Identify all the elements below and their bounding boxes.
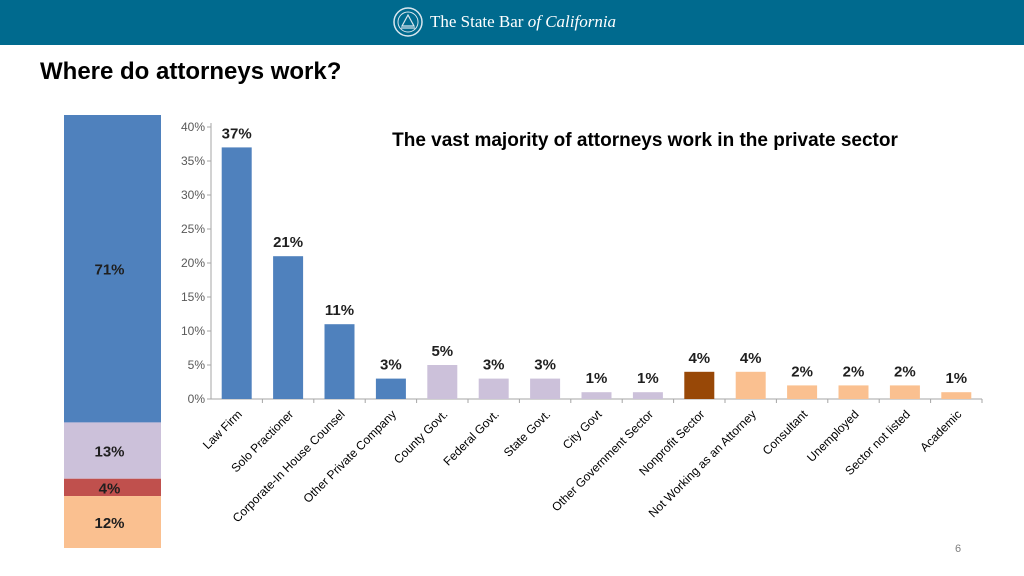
bar-13 (889, 385, 920, 399)
bar-4 (427, 365, 458, 399)
y-tick-label-0: 0% (188, 392, 206, 406)
header-bar: The State Bar of California (0, 0, 1024, 45)
bar-8 (632, 392, 663, 399)
bar-5 (478, 378, 509, 399)
stacked-segment-label-2: 4% (99, 480, 121, 497)
bar-value-label-14: 1% (945, 370, 967, 387)
bar-value-label-7: 1% (586, 370, 608, 387)
x-category-label-3: Other Private Company (300, 407, 399, 506)
stacked-segment-label-1: 13% (94, 444, 124, 461)
y-tick-label-1: 5% (188, 358, 206, 372)
stacked-segment-3 (64, 496, 161, 548)
y-tick-label-7: 35% (181, 154, 205, 168)
stacked-segment-label-3: 12% (94, 515, 124, 532)
logo-text: The State Bar of California (430, 12, 617, 31)
page-title: Where do attorneys work? (40, 58, 342, 85)
bar-value-label-6: 3% (534, 357, 556, 374)
bar-0 (221, 147, 252, 399)
chart-title: The vast majority of attorneys work in t… (392, 130, 898, 151)
bar-value-label-5: 3% (483, 357, 505, 374)
y-tick-label-5: 25% (181, 222, 205, 236)
stacked-segment-label-0: 71% (94, 262, 124, 279)
x-category-label-0: Law Firm (200, 407, 245, 452)
bar-3 (375, 378, 406, 399)
bar-6 (530, 378, 561, 399)
bar-value-label-9: 4% (688, 350, 710, 367)
stacked-segment-1 (64, 422, 161, 479)
x-category-label-7: City Govt (560, 407, 605, 452)
y-tick-label-4: 20% (181, 256, 205, 270)
bar-14 (941, 392, 972, 399)
bar-1 (273, 256, 304, 399)
bar-value-label-2: 11% (325, 302, 354, 319)
bar-value-label-13: 2% (894, 363, 916, 380)
page-number: 6 (955, 543, 962, 555)
bar-11 (787, 385, 818, 399)
y-tick-label-8: 40% (181, 120, 205, 134)
y-tick-label-6: 30% (181, 188, 205, 202)
bar-9 (684, 371, 715, 399)
x-category-label-6: State Govt. (501, 407, 553, 459)
bar-value-label-1: 21% (273, 234, 303, 251)
y-tick-label-3: 15% (181, 290, 205, 304)
bar-10 (735, 371, 766, 399)
stacked-segment-2 (64, 478, 161, 497)
x-category-label-10: Not Working as an Attorney (646, 407, 759, 520)
state-bar-logo: The State Bar of California (392, 5, 616, 39)
bar-value-label-12: 2% (843, 363, 865, 380)
stacked-segment-0 (64, 115, 161, 423)
x-category-label-8: Other Government Sector (549, 407, 656, 514)
bar-value-label-11: 2% (791, 363, 813, 380)
y-tick-label-2: 10% (181, 324, 205, 338)
bar-value-label-4: 5% (431, 343, 453, 360)
bar-2 (324, 324, 355, 399)
x-category-label-14: Academic (917, 407, 964, 454)
bar-value-label-0: 37% (222, 125, 252, 142)
bar-7 (581, 392, 612, 399)
bar-value-label-8: 1% (637, 370, 659, 387)
bar-12 (838, 385, 869, 399)
bar-value-label-3: 3% (380, 357, 402, 374)
seal-icon (393, 7, 423, 37)
x-category-label-11: Consultant (760, 407, 811, 458)
bar-value-label-10: 4% (740, 350, 762, 367)
